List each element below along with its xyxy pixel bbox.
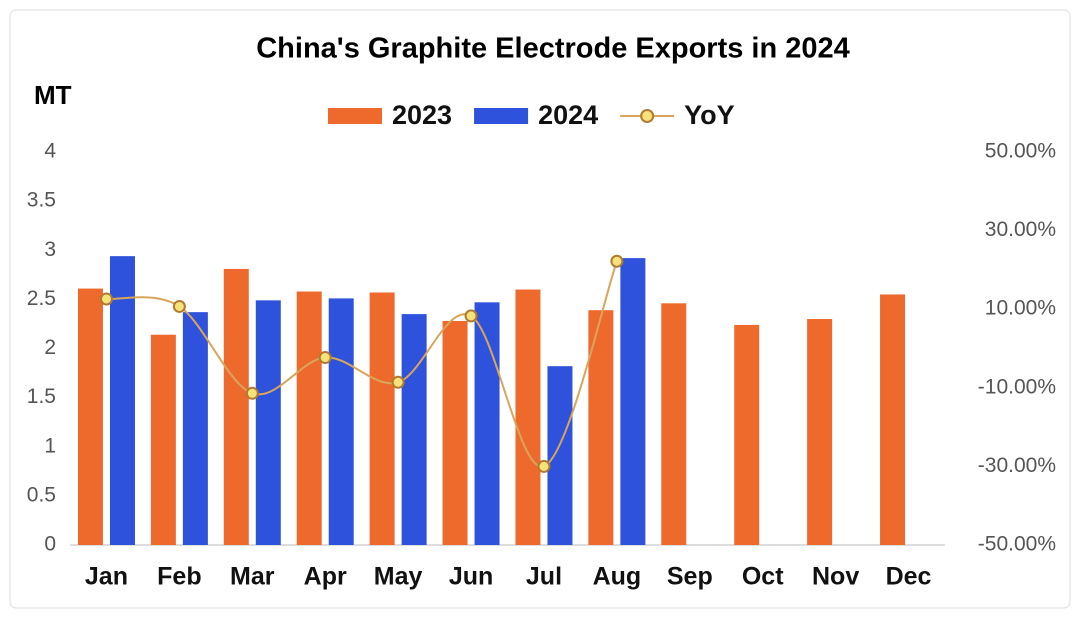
line-marker [391,375,405,389]
bar [223,268,249,545]
legend-label: YoY [684,100,735,130]
legend-label: 2023 [392,100,452,130]
bar [296,291,322,545]
line-marker [318,351,332,365]
y2-tick-label: -10.00% [978,375,1056,398]
y2-tick-label: 30.00% [985,218,1056,241]
line-marker [245,386,259,400]
x-tick-label: Jul [526,563,562,591]
y-tick-label: 2.5 [27,287,56,310]
x-tick-label: Aug [593,563,642,591]
y2-tick-label: -50.00% [978,533,1056,556]
line-marker [172,299,186,313]
x-tick-label: Nov [812,563,859,591]
bar [880,294,906,545]
bar [734,324,760,545]
bar [328,298,354,545]
y-tick-label: 3 [44,238,56,261]
chart-title: China's Graphite Electrode Exports in 20… [256,33,850,65]
x-tick-label: Sep [667,563,713,591]
bar [547,366,573,545]
y-tick-label: 4 [44,140,56,163]
x-tick-label: Dec [886,563,932,591]
y-tick-label: 1.5 [27,385,56,408]
legend: 2023 2024 YoY [328,100,735,130]
y2-tick-label: 50.00% [985,140,1056,163]
bar [661,303,687,545]
line-marker [537,459,551,473]
bar [150,334,176,545]
y-tick-label: 1 [44,434,56,457]
y-tick-label: 0 [44,533,56,556]
bar [369,292,395,545]
x-tick-label: Oct [742,563,784,591]
legend-swatch-marker [640,109,655,123]
legend-swatch [328,108,382,124]
x-tick-label: Apr [304,563,347,591]
bar [77,288,103,545]
legend-label: 2024 [538,100,598,130]
bar [401,314,427,545]
x-tick-label: Mar [230,563,275,591]
y-tick-label: 2 [44,336,56,359]
y2-tick-label: -30.00% [978,454,1056,477]
line-marker [99,292,113,306]
y-tick-label: 0.5 [27,483,56,506]
bar [442,320,468,545]
bar [807,319,833,545]
y-tick-label: 3.5 [27,189,56,212]
x-tick-label: Jan [85,563,128,591]
bar [182,312,208,545]
line-marker [464,309,478,323]
y2-tick-label: 10.00% [985,297,1056,320]
x-tick-label: Jun [449,563,493,591]
bar [620,258,646,545]
y-axis-label: MT [34,80,72,110]
bar [255,300,281,545]
bar [515,289,541,545]
x-tick-label: May [374,563,423,591]
x-tick-label: Feb [157,563,201,591]
bar [109,256,135,545]
line-marker [610,254,624,268]
legend-swatch [474,108,529,124]
